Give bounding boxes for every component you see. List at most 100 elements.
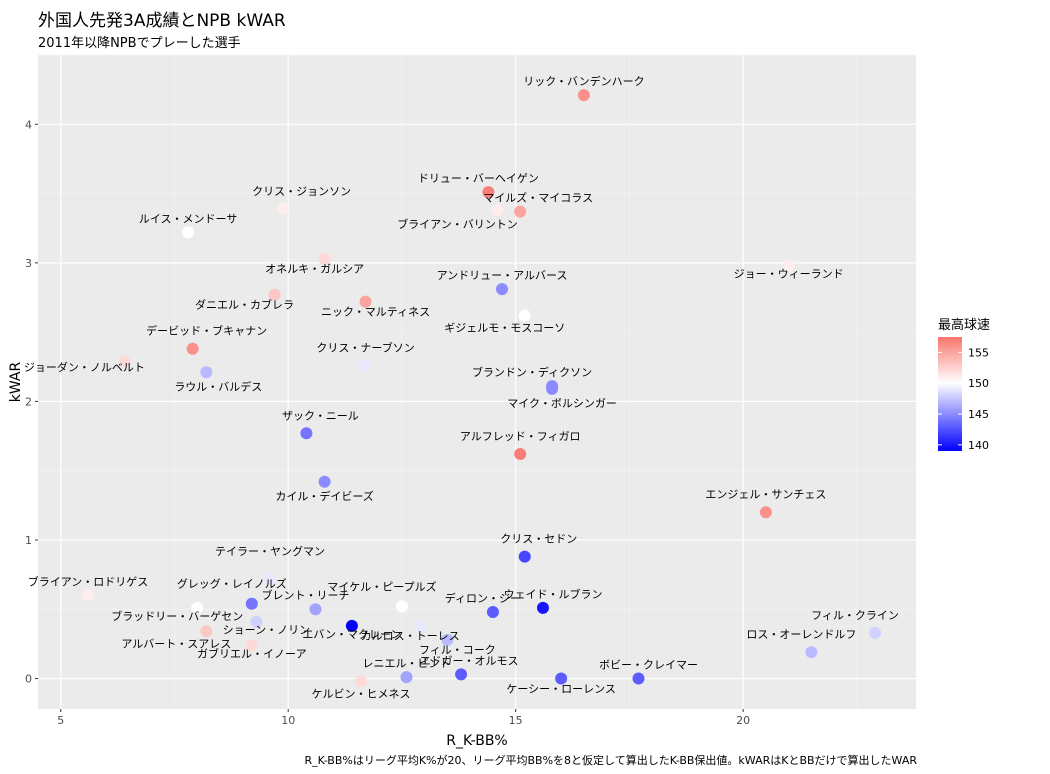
- point-marker: [414, 621, 427, 634]
- point-label: ウェイド・ルブラン: [503, 587, 602, 601]
- point-marker: [632, 672, 645, 685]
- point-label: ラウル・バルデス: [174, 379, 262, 393]
- point-marker: [518, 550, 531, 563]
- point-marker: [496, 283, 509, 296]
- y-tick-label: 1: [25, 534, 32, 547]
- point-marker: [759, 506, 772, 519]
- x-tick-label: 5: [57, 714, 64, 727]
- point-label: ショーン・ノリン: [223, 624, 310, 637]
- point-marker: [482, 186, 495, 199]
- point-label: カルロス・トーレス: [361, 629, 460, 642]
- legend-tick-label: 140: [968, 439, 989, 452]
- data-point: [759, 506, 772, 519]
- point-label: マイケル・ピープルズ: [327, 579, 436, 593]
- point-label: ルイス・メンドーサ: [139, 212, 237, 225]
- data-point: [359, 359, 372, 372]
- data-point: [455, 668, 468, 681]
- point-label: ケルビン・ヒメネス: [311, 687, 410, 700]
- point-label: エバン・マクレーン: [302, 628, 401, 641]
- point-label: エドガー・オルモス: [420, 654, 519, 667]
- point-marker: [264, 572, 277, 585]
- point-marker: [82, 589, 95, 602]
- point-marker: [118, 355, 131, 368]
- data-point: [359, 295, 372, 308]
- point-marker: [359, 359, 372, 372]
- point-label: マイク・ボルシンガー: [507, 397, 617, 410]
- data-point: [345, 619, 358, 632]
- data-point: [518, 550, 531, 563]
- data-point: [414, 621, 427, 634]
- point-label: フィル・クライン: [811, 609, 899, 622]
- data-point: [496, 283, 509, 296]
- data-point: [782, 259, 795, 272]
- point-label: ニック・マルティネス: [321, 306, 430, 319]
- data-point: [268, 288, 281, 301]
- data-point: [486, 606, 499, 619]
- data-point: [536, 601, 549, 614]
- point-marker: [200, 366, 213, 379]
- x-axis-title: R_K-BB%: [446, 733, 508, 749]
- data-point: [182, 226, 195, 239]
- data-point: [191, 601, 204, 614]
- plot-panel: [38, 55, 916, 709]
- data-point: [318, 475, 331, 488]
- x-tick-label: 10: [281, 714, 295, 727]
- point-label: ジョーダン・ノルベルト: [24, 360, 145, 374]
- legend-tick-label: 145: [968, 408, 989, 421]
- point-marker: [486, 606, 499, 619]
- point-marker: [277, 202, 290, 215]
- point-label: ディロン・ジー: [445, 591, 521, 605]
- point-marker: [536, 601, 549, 614]
- data-point: [441, 633, 454, 646]
- point-marker: [455, 668, 468, 681]
- point-marker: [345, 619, 358, 632]
- legend-title: 最高球速: [938, 318, 991, 333]
- point-marker: [186, 342, 199, 355]
- point-marker: [577, 89, 590, 102]
- y-tick-label: 0: [25, 673, 32, 686]
- data-point: [805, 646, 818, 659]
- data-point: [546, 382, 559, 395]
- point-marker: [300, 427, 313, 440]
- data-point: [309, 603, 322, 616]
- x-tick-label: 15: [509, 714, 523, 727]
- point-label: リック・バンデンハーク: [523, 74, 644, 88]
- data-point: [555, 672, 568, 685]
- point-marker: [354, 675, 367, 688]
- point-marker: [268, 288, 281, 301]
- data-point: [82, 589, 95, 602]
- data-point: [869, 626, 882, 639]
- point-marker: [441, 633, 454, 646]
- point-marker: [546, 382, 559, 395]
- y-axis-title: kWAR: [8, 361, 24, 402]
- point-label: クリス・ジョンソン: [252, 185, 351, 198]
- point-marker: [250, 615, 263, 628]
- point-marker: [318, 475, 331, 488]
- y-tick-label: 3: [25, 257, 32, 270]
- point-marker: [869, 626, 882, 639]
- data-point: [264, 572, 277, 585]
- point-marker: [245, 597, 258, 610]
- data-point: [518, 309, 531, 322]
- y-tick-label: 2: [25, 395, 32, 408]
- point-marker: [200, 625, 213, 638]
- point-label: フィル・コーク: [419, 644, 496, 657]
- point-label: オネルキ・ガルシア: [265, 263, 364, 276]
- legend-colorbar: [938, 337, 962, 451]
- point-label: ジョー・ウィーランド: [734, 268, 844, 281]
- point-label: ドリュー・バーヘイゲン: [418, 172, 539, 185]
- point-marker: [518, 309, 531, 322]
- point-label: アンドリュー・アルバース: [437, 269, 568, 282]
- data-point: [514, 205, 527, 218]
- point-label: ボビー・クレイマー: [599, 659, 698, 672]
- chart-caption: R_K-BB%はリーグ平均K%が20、リーグ平均BB%を8と仮定して算出したK-…: [304, 754, 918, 767]
- data-point: [200, 625, 213, 638]
- data-point: [245, 597, 258, 610]
- data-point: [318, 252, 331, 265]
- point-label: ブラッドリー・バーゲセン: [111, 609, 243, 623]
- point-marker: [555, 672, 568, 685]
- point-label: アルバート・スアレス: [121, 637, 231, 650]
- point-marker: [245, 639, 258, 652]
- chart-title: 外国人先発3A成績とNPB kWAR: [38, 11, 286, 31]
